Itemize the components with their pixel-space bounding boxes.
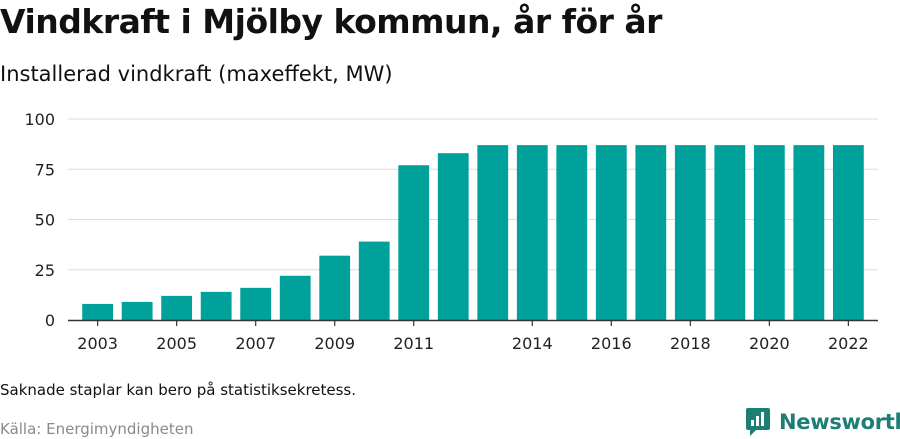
bar-2009: [319, 255, 351, 320]
x-tick-label: 2016: [591, 334, 632, 353]
chart-title: Vindkraft i Mjölby kommun, år för år: [0, 2, 662, 41]
x-tick-label: 2014: [512, 334, 553, 353]
y-tick-label: 75: [35, 160, 55, 179]
bar-2015: [556, 145, 588, 320]
bar-2022: [832, 145, 864, 320]
bar-2010: [358, 241, 390, 320]
bar-2020: [753, 145, 785, 320]
chart-subtitle: Installerad vindkraft (maxeffekt, MW): [0, 62, 393, 86]
brand-name: Newsworthy: [779, 410, 900, 434]
bars: [82, 145, 864, 320]
bar-2003: [82, 303, 114, 320]
y-tick-label: 50: [35, 211, 55, 230]
x-tick-label: 2009: [314, 334, 355, 353]
x-tick-label: 2020: [749, 334, 790, 353]
axis-labels: 0 25 50 75 100 2003 2005 2007 2009 2011 2014 2016 20…: [24, 110, 868, 353]
bar-2007: [240, 287, 272, 320]
x-tick-label: 2011: [393, 334, 434, 353]
y-tick-label: 100: [24, 110, 55, 129]
bar-2017: [635, 145, 667, 320]
source-text: Källa: Energimyndigheten: [0, 420, 194, 438]
bar-2006: [200, 291, 232, 320]
bar-2005: [161, 295, 193, 320]
bar-2014: [516, 145, 548, 320]
bar-2019: [714, 145, 746, 320]
bar-2016: [595, 145, 627, 320]
bar-2013: [477, 145, 509, 320]
bar-2012: [437, 153, 469, 320]
bar-2004: [121, 301, 153, 320]
bar-2011: [398, 165, 430, 320]
x-tick-label: 2007: [235, 334, 276, 353]
bar-2008: [279, 275, 311, 320]
y-tick-label: 25: [35, 261, 55, 280]
x-tick-label: 2005: [156, 334, 197, 353]
bar-2018: [674, 145, 706, 320]
y-tick-label: 0: [45, 311, 55, 330]
bar-2021: [793, 145, 825, 320]
x-axis: [68, 319, 878, 326]
bar-chart: 0 25 50 75 100 2003 2005 2007 2009 2011 2014 2016 20…: [24, 110, 878, 353]
x-tick-label: 2018: [670, 334, 711, 353]
x-tick-label: 2003: [77, 334, 118, 353]
footnote: Saknade staplar kan bero på statistiksek…: [0, 381, 357, 399]
brand-logo: Newsworthy: [745, 406, 900, 438]
x-tick-label: 2022: [828, 334, 869, 353]
newsworthy-logo-icon: [746, 408, 770, 436]
